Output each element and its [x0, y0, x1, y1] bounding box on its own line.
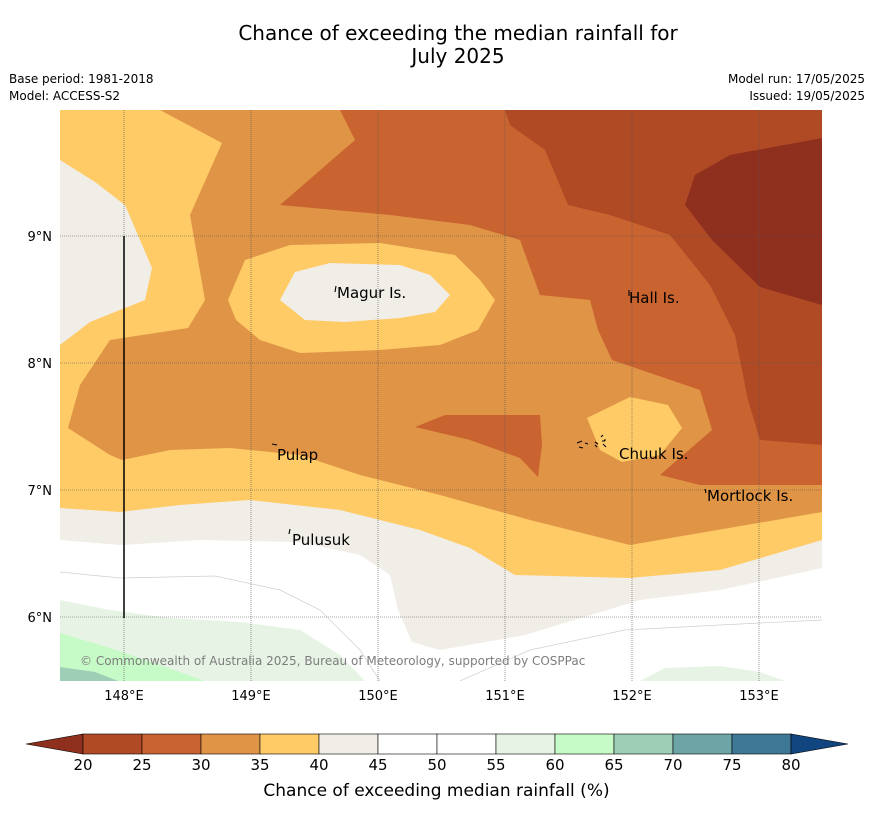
colorbar-swatch-8 [554, 733, 615, 755]
colorbar-tick-20: 20 [73, 756, 93, 774]
colorbar-under-arrow [25, 733, 84, 755]
colorbar-tick-70: 70 [663, 756, 683, 774]
colorbar-tick-60: 60 [545, 756, 565, 774]
meta-right: Model run: 17/05/2025 Issued: 19/05/2025 [728, 71, 865, 105]
label-hall: Hall Is. [629, 289, 680, 307]
label-chuuk: Chuuk Is. [619, 445, 688, 463]
lon-tick-152: 152°E [612, 689, 652, 704]
band-40-45-magur [280, 263, 450, 322]
colorbar-swatch-0 [82, 733, 143, 755]
lat-tick-7n: 7°N [28, 484, 53, 499]
issued-date: Issued: 19/05/2025 [749, 89, 865, 103]
map-fill-layers [60, 110, 822, 681]
band-60-65 [60, 633, 205, 681]
lon-tick-151: 151°E [485, 689, 525, 704]
colorbar-tick-35: 35 [250, 756, 270, 774]
lat-tick-9n: 9°N [28, 230, 53, 245]
pulusuk-island-marker [288, 528, 291, 535]
lat-tick-6n: 6°N [28, 611, 53, 626]
colorbar-swatch-9 [613, 733, 674, 755]
copyright-notice: © Commonwealth of Australia 2025, Bureau… [80, 654, 585, 668]
contour-50-east [459, 619, 822, 681]
pulap-island-marker [271, 443, 278, 446]
magur-island-marker [334, 285, 337, 293]
mortlock-island-marker [704, 488, 707, 494]
lat-tick-8n: 8°N [28, 357, 53, 372]
colorbar-swatch-4 [318, 733, 379, 755]
colorbar-swatch-1 [141, 733, 202, 755]
colorbar-tick-75: 75 [722, 756, 742, 774]
colorbar [25, 733, 849, 755]
colorbar-ticks: 20 25 30 35 40 45 50 55 60 65 70 75 80 [0, 756, 873, 776]
band-55-60-southeast [640, 666, 785, 681]
band-65-70 [60, 667, 118, 681]
chuuk-island-marker [576, 434, 607, 449]
model-run: Model run: 17/05/2025 [727, 72, 865, 86]
colorbar-over-arrow [790, 733, 849, 755]
colorbar-swatch-7 [495, 733, 556, 755]
contour-50 [60, 571, 381, 681]
island-markers [271, 285, 707, 535]
band-40-45-west [60, 160, 152, 345]
gridlines [60, 110, 822, 681]
colorbar-tick-50: 50 [427, 756, 447, 774]
colorbar-tick-80: 80 [781, 756, 801, 774]
colorbar-tick-30: 30 [191, 756, 211, 774]
title-line-1: Chance of exceeding the median rainfall … [238, 21, 678, 45]
lon-tick-148: 148°E [104, 689, 144, 704]
colorbar-swatch-6 [436, 733, 497, 755]
lon-tick-153: 153°E [739, 689, 779, 704]
colorbar-tick-25: 25 [132, 756, 152, 774]
band-25-30-patch [415, 415, 542, 477]
colorbar-tick-55: 55 [486, 756, 506, 774]
colorbar-swatch-10 [672, 733, 733, 755]
band-35-40-chuuk [587, 397, 682, 462]
base-period: Base period: 1981-2018 [9, 72, 154, 86]
colorbar-swatch-3 [259, 733, 320, 755]
meta-left: Base period: 1981-2018 Model: ACCESS-S2 [9, 71, 154, 105]
title-line-2: July 2025 [411, 44, 505, 68]
colorbar-label: Chance of exceeding median rainfall (%) [263, 781, 610, 801]
band-below-20 [685, 138, 822, 305]
colorbar-swatch-2 [200, 733, 261, 755]
colorbar-tick-45: 45 [368, 756, 388, 774]
colorbar-swatch-11 [731, 733, 792, 755]
chart-title: Chance of exceeding the median rainfall … [0, 22, 873, 68]
label-pulusuk: Pulusuk [292, 531, 350, 549]
lon-tick-149: 149°E [231, 689, 271, 704]
model-name: Model: ACCESS-S2 [9, 89, 121, 103]
colorbar-tick-65: 65 [604, 756, 624, 774]
label-magur: Magur Is. [337, 284, 406, 302]
label-mortlock: Mortlock Is. [707, 487, 793, 505]
label-pulap: Pulap [277, 446, 318, 464]
colorbar-tick-40: 40 [309, 756, 329, 774]
lon-tick-150: 150°E [358, 689, 398, 704]
colorbar-swatch-5 [377, 733, 438, 755]
